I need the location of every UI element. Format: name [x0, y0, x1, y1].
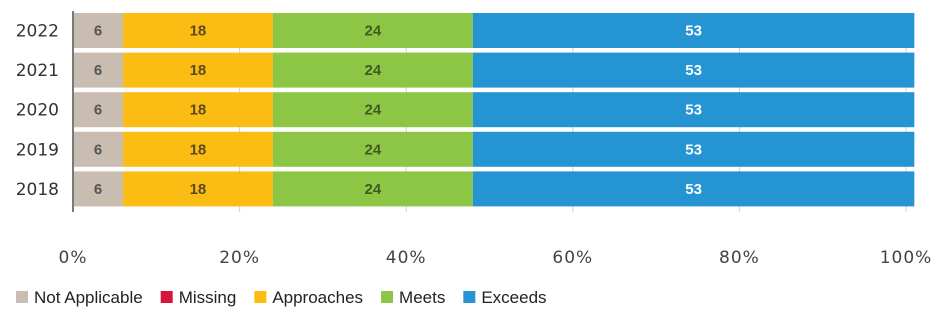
x-tick-labels: 0% 20% 40% 60% 80% 100% [59, 248, 933, 268]
legend: Not Applicable Missing Approaches Meets Exce… [16, 288, 547, 307]
data-label: 53 [685, 23, 702, 40]
legend-entry: Exceeds [481, 288, 546, 307]
bar-segment [472, 13, 915, 48]
x-tick-label: 100% [880, 248, 933, 268]
x-tick-label: 0% [59, 248, 88, 268]
y-tick-label: 2020 [16, 101, 59, 121]
bar-segment [122, 171, 273, 207]
y-tick-label: 2021 [16, 61, 59, 81]
data-label: 18 [190, 181, 207, 198]
y-tick-label: 2018 [16, 180, 59, 200]
bar-segment [472, 92, 915, 128]
bar-segment [472, 52, 915, 88]
y-tick-label: 2019 [16, 140, 59, 160]
data-label: 24 [365, 62, 382, 79]
data-label: 53 [685, 181, 702, 198]
bar-segment [272, 131, 473, 167]
y-tick-label: 2022 [16, 22, 59, 42]
data-label: 53 [685, 102, 702, 119]
data-label: 6 [94, 102, 102, 119]
legend-swatch [254, 291, 267, 303]
x-tick-label: 60% [552, 248, 593, 268]
data-label: 53 [685, 62, 702, 79]
data-label: 18 [190, 141, 207, 158]
segment-labels: 6 18 24 53 6 18 24 53 6 18 24 53 6 18 24 53 6 18 24 53 [94, 23, 702, 198]
data-label: 6 [94, 141, 102, 158]
data-label: 24 [365, 23, 382, 40]
legend-entry: Approaches [272, 288, 363, 307]
y-tick-labels: 2022 2021 2020 2019 2018 [16, 22, 59, 200]
bar-segment [73, 13, 123, 48]
bar-segment [73, 92, 123, 128]
x-tick-label: 80% [719, 248, 760, 268]
data-label: 18 [190, 62, 207, 79]
bar-segment [73, 52, 123, 88]
bar-segment [122, 92, 273, 128]
bar-segment [122, 13, 273, 48]
legend-entry: Not Applicable [34, 288, 143, 307]
bar-segment [272, 52, 473, 88]
x-tick-label: 20% [219, 248, 260, 268]
data-label: 24 [365, 141, 382, 158]
data-label: 53 [685, 141, 702, 158]
bar-segment [272, 171, 473, 207]
data-label: 6 [94, 23, 102, 40]
bar-segment [272, 13, 473, 48]
data-label: 24 [365, 181, 382, 198]
bar-segment [272, 92, 473, 128]
legend-swatch [381, 291, 394, 303]
data-label: 24 [365, 102, 382, 119]
legend-entry: Missing [179, 288, 237, 307]
bar-segment [472, 171, 915, 207]
x-tick-label: 40% [386, 248, 427, 268]
data-label: 6 [94, 181, 102, 198]
legend-entry: Meets [399, 288, 445, 307]
bars [73, 13, 915, 207]
bar-segment [73, 171, 123, 207]
legend-swatch [463, 291, 476, 303]
data-label: 18 [190, 23, 207, 40]
bar-segment [73, 131, 123, 167]
legend-swatch [160, 291, 173, 303]
data-label: 18 [190, 102, 207, 119]
bar-segment [472, 131, 915, 167]
legend-swatch [16, 291, 28, 303]
bar-segment [122, 52, 273, 88]
bar-segment [122, 131, 273, 167]
data-label: 6 [94, 62, 102, 79]
